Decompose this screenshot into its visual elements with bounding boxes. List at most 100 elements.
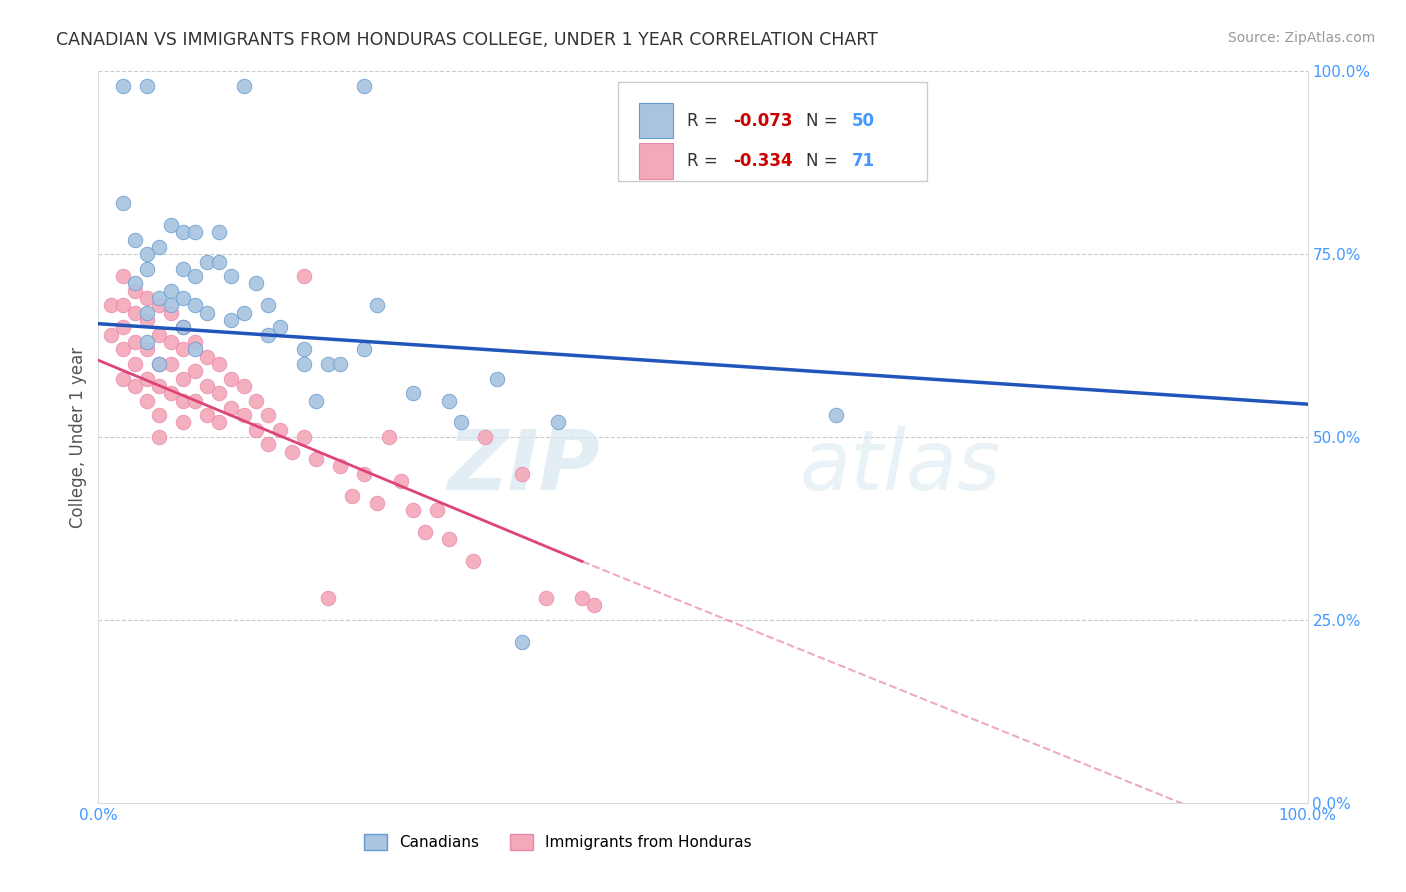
Point — [135, 393, 157, 408]
Point — [111, 371, 134, 385]
Point — [389, 474, 412, 488]
Point — [160, 306, 183, 320]
Point — [437, 533, 460, 547]
Text: R =: R = — [688, 112, 723, 129]
Point — [232, 408, 254, 422]
Point — [450, 416, 472, 430]
Point — [474, 430, 496, 444]
Point — [329, 459, 352, 474]
Point — [342, 489, 364, 503]
Point — [316, 357, 339, 371]
Point — [292, 357, 315, 371]
Point — [208, 416, 231, 430]
Point — [124, 379, 146, 393]
Bar — [638, 144, 673, 178]
Point — [353, 343, 375, 357]
Point — [148, 291, 170, 305]
Point — [135, 247, 157, 261]
Point — [825, 408, 848, 422]
Point — [510, 467, 533, 481]
Point — [366, 298, 388, 312]
Point — [160, 298, 183, 312]
Point — [184, 225, 207, 239]
Point — [245, 277, 267, 291]
Point — [232, 379, 254, 393]
Point — [124, 306, 146, 320]
Point — [172, 291, 194, 305]
Point — [135, 78, 157, 93]
Point — [547, 416, 569, 430]
Text: R =: R = — [688, 152, 723, 170]
Text: ZIP: ZIP — [447, 425, 600, 507]
Point — [366, 496, 388, 510]
Text: -0.334: -0.334 — [734, 152, 793, 170]
Point — [148, 379, 170, 393]
Point — [135, 306, 157, 320]
Point — [172, 320, 194, 334]
Point — [160, 334, 183, 349]
Point — [426, 503, 449, 517]
Point — [135, 371, 157, 385]
Point — [256, 298, 278, 312]
Point — [413, 525, 436, 540]
Point — [195, 408, 218, 422]
Point — [148, 327, 170, 342]
Point — [148, 357, 170, 371]
Point — [245, 393, 267, 408]
Point — [208, 357, 231, 371]
Point — [111, 196, 134, 211]
Point — [111, 78, 134, 93]
Point — [124, 277, 146, 291]
Text: 71: 71 — [852, 152, 875, 170]
Point — [232, 78, 254, 93]
Point — [437, 393, 460, 408]
Point — [135, 343, 157, 357]
FancyBboxPatch shape — [619, 82, 927, 181]
Point — [256, 437, 278, 451]
Point — [111, 320, 134, 334]
Point — [221, 371, 243, 385]
Point — [292, 269, 315, 284]
Point — [486, 371, 509, 385]
Point — [148, 408, 170, 422]
Point — [583, 599, 606, 613]
Point — [184, 334, 207, 349]
Text: atlas: atlas — [800, 425, 1001, 507]
Text: -0.073: -0.073 — [734, 112, 793, 129]
Point — [135, 313, 157, 327]
Point — [571, 591, 593, 605]
Point — [184, 298, 207, 312]
Point — [305, 452, 328, 467]
Point — [148, 298, 170, 312]
Text: N =: N = — [806, 112, 842, 129]
Point — [510, 635, 533, 649]
Y-axis label: College, Under 1 year: College, Under 1 year — [69, 346, 87, 528]
Point — [232, 306, 254, 320]
Text: CANADIAN VS IMMIGRANTS FROM HONDURAS COLLEGE, UNDER 1 YEAR CORRELATION CHART: CANADIAN VS IMMIGRANTS FROM HONDURAS COL… — [56, 31, 879, 49]
Point — [184, 393, 207, 408]
Point — [353, 467, 375, 481]
Point — [316, 591, 339, 605]
Point — [377, 430, 399, 444]
Point — [292, 430, 315, 444]
Point — [256, 327, 278, 342]
Legend: Canadians, Immigrants from Honduras: Canadians, Immigrants from Honduras — [364, 834, 752, 850]
Point — [135, 261, 157, 276]
Point — [172, 261, 194, 276]
Point — [124, 233, 146, 247]
Point — [172, 371, 194, 385]
Point — [402, 386, 425, 401]
Point — [221, 401, 243, 415]
Point — [184, 343, 207, 357]
Point — [111, 343, 134, 357]
Point — [292, 343, 315, 357]
Point — [100, 298, 122, 312]
Point — [221, 313, 243, 327]
Point — [135, 291, 157, 305]
Point — [534, 591, 557, 605]
Point — [172, 343, 194, 357]
Point — [184, 364, 207, 378]
Point — [245, 423, 267, 437]
Bar — [638, 103, 673, 138]
Point — [353, 78, 375, 93]
